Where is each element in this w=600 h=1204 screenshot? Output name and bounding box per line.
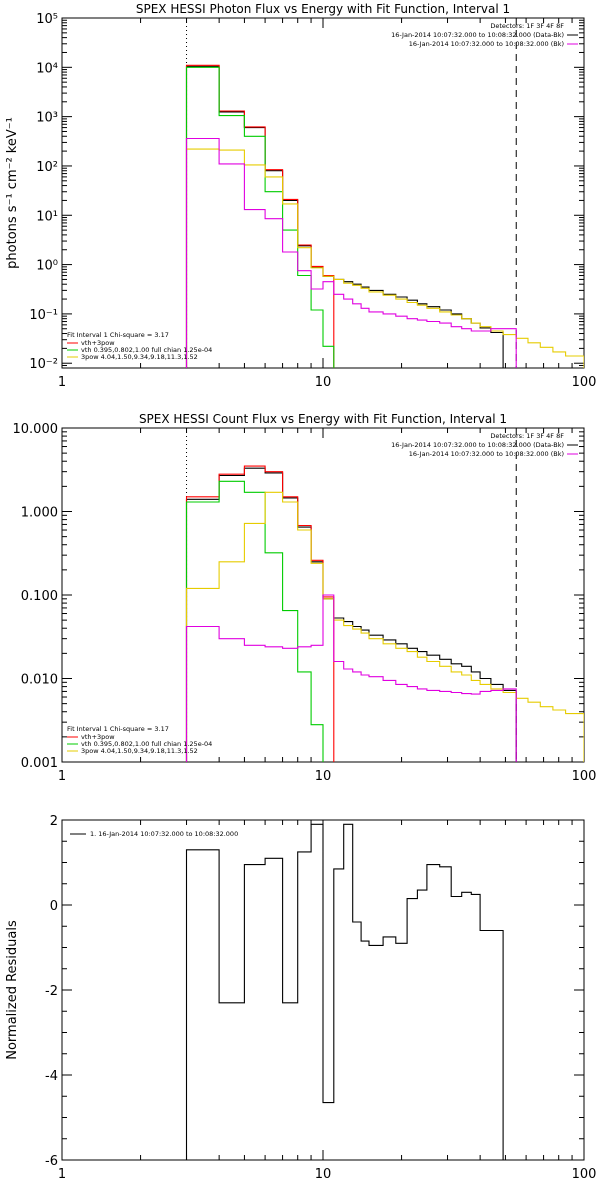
- y-tick-label: 10.000: [13, 422, 59, 437]
- legend-label: vth+3pow: [81, 339, 115, 347]
- legend-label: 3pow 4.04,1.50,9.34,9.18,11.3,1.52: [81, 353, 198, 361]
- y-tick-label: 2: [50, 814, 58, 829]
- chart-panel-3: Normalized Residuals 1 10 100 -6 -4 -2 0 2 1. 16-…: [5, 814, 596, 1182]
- series-line-nonthermal: [185, 491, 584, 762]
- x-tick-label: 100: [572, 769, 597, 784]
- y-tick-label: -4: [45, 1069, 58, 1084]
- y-tick-label: 10⁰: [36, 259, 58, 274]
- y-axis-label: photons s⁻¹ cm⁻² keV⁻¹: [5, 117, 20, 269]
- x-tick-label: 1: [58, 375, 66, 390]
- series-group: [185, 823, 517, 1160]
- series-line-total_fit: [185, 465, 335, 762]
- info-line: Detectors: 1F 3F 4F 8F: [490, 432, 564, 440]
- legend-header: Fit Interval 1 Chi-square = 3.17: [67, 725, 169, 733]
- legend-label: 1. 16-Jan-2014 10:07:32.000 to 10:08:32.…: [90, 830, 238, 838]
- x-tick-label: 1: [58, 1167, 66, 1182]
- series-line-observed: [185, 467, 517, 762]
- x-tick-label: 10: [315, 1167, 332, 1182]
- series-group: [185, 64, 584, 368]
- y-tick-label: 0: [50, 899, 58, 914]
- x-tick-label: 1: [58, 769, 66, 784]
- series-line-background: [185, 594, 517, 762]
- legend-label: vth+3pow: [81, 733, 115, 741]
- legend-label: vth 0.395,0.802,1.00 full chian 1.25e-04: [81, 740, 212, 748]
- info-line: Detectors: 1F 3F 4F 8F: [490, 22, 564, 30]
- chart-title: SPEX HESSI Count Flux vs Energy with Fit…: [139, 412, 507, 426]
- y-tick-label: 10³: [36, 111, 58, 126]
- series-group: [185, 465, 584, 762]
- y-tick-label: 10¹: [36, 209, 58, 224]
- y-tick-label: 10⁵: [36, 12, 58, 27]
- x-tick-label: 100: [572, 1167, 597, 1182]
- series-line-thermal: [185, 66, 335, 368]
- info-line: 16-Jan-2014 10:07:32.000 to 10:08:32.000…: [409, 40, 564, 48]
- chart-title: SPEX HESSI Photon Flux vs Energy with Fi…: [136, 2, 510, 16]
- x-tick-label: 10: [315, 769, 332, 784]
- y-tick-label: 10²: [36, 160, 58, 175]
- y-axis-label: Normalized Residuals: [5, 920, 20, 1060]
- series-line-observed: [185, 65, 504, 368]
- info-line: 16-Jan-2014 10:07:32.000 to 10:08:32.000…: [409, 450, 564, 458]
- series-line-thermal: [185, 480, 324, 762]
- y-tick-label: -6: [45, 1154, 58, 1169]
- y-tick-label: 1.000: [21, 506, 58, 521]
- legend-label: vth 0.395,0.802,1.00 full chian 1.25e-04: [81, 346, 212, 354]
- x-tick-label: 10: [315, 375, 332, 390]
- legend-label: 3pow 4.04,1.50,9.34,9.18,11.3,1.52: [81, 747, 198, 755]
- x-tick-label: 100: [572, 375, 597, 390]
- y-tick-label: 0.100: [21, 589, 58, 604]
- y-tick-label: 0.001: [21, 756, 58, 771]
- series-line-nonthermal: [185, 148, 584, 368]
- chart-panel-1: SPEX HESSI Photon Flux vs Energy with Fi…: [5, 2, 596, 390]
- legend-header: Fit Interval 1 Chi-square = 3.17: [67, 331, 169, 339]
- info-line: 16-Jan-2014 10:07:32.000 to 10:08:32.000…: [391, 441, 564, 449]
- series-line-background: [185, 137, 517, 368]
- chart-panel-2: SPEX HESSI Count Flux vs Energy with Fit…: [13, 412, 597, 784]
- y-tick-label: -2: [45, 984, 58, 999]
- series-line-total_fit: [185, 64, 335, 368]
- info-line: 16-Jan-2014 10:07:32.000 to 10:08:32.000…: [391, 31, 564, 39]
- y-tick-label: 10⁻²: [29, 357, 58, 372]
- y-tick-label: 10⁻¹: [29, 308, 58, 323]
- series-line-residuals: [185, 823, 517, 1160]
- y-tick-label: 10⁴: [36, 61, 58, 76]
- y-tick-label: 0.010: [21, 673, 58, 688]
